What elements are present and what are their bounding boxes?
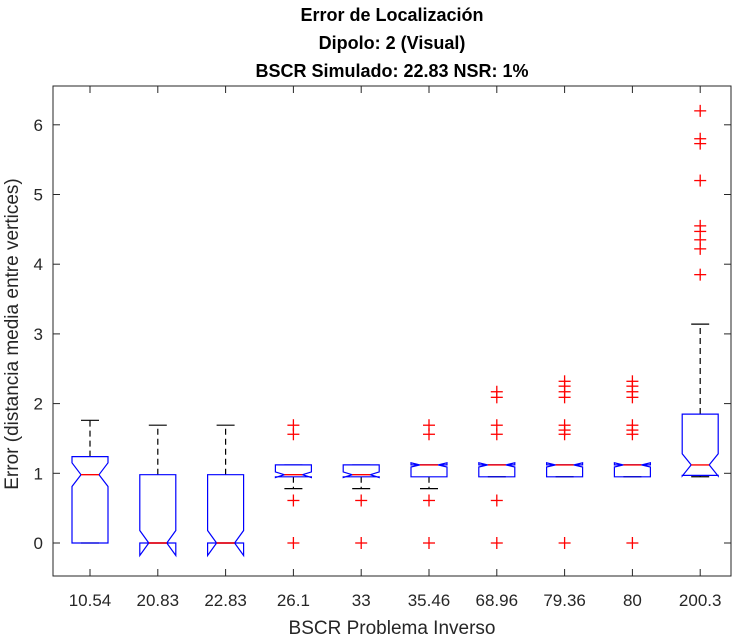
plot-frame — [52, 85, 732, 577]
x-axis-label: BSCR Problema Inverso — [289, 618, 496, 639]
outlier-marker — [694, 219, 707, 232]
outlier-marker — [423, 537, 435, 549]
notched-box — [139, 474, 177, 558]
outlier-marker — [287, 419, 300, 432]
outlier-marker — [694, 174, 707, 187]
x-tick-label: 68.96 — [476, 591, 519, 610]
x-tick-label: 20.83 — [137, 591, 180, 610]
outlier-marker — [287, 537, 300, 549]
outlier-marker — [287, 494, 300, 507]
notched-box — [410, 462, 448, 478]
notched-box — [613, 462, 652, 478]
y-tick-label: 0 — [34, 534, 43, 553]
outlier-marker — [490, 385, 503, 398]
chart-title-line-2: Dipolo: 2 (Visual) — [319, 33, 466, 53]
notched-box — [681, 413, 719, 478]
chart-title-line-1: Error de Localización — [300, 5, 483, 25]
notched-box — [478, 462, 516, 478]
notched-box — [545, 462, 584, 478]
x-tick-label: 10.54 — [69, 591, 112, 610]
y-axis-label: Error (distancia media entre vertices) — [2, 178, 23, 490]
outlier-marker — [423, 419, 435, 432]
x-tick-label: 33 — [352, 591, 371, 610]
x-tick-label: 22.83 — [204, 591, 247, 610]
x-tick-label: 79.36 — [543, 591, 586, 610]
outlier-marker — [558, 419, 571, 432]
outlier-marker — [558, 375, 571, 388]
outlier-marker — [490, 494, 503, 507]
y-tick-label: 5 — [34, 186, 43, 205]
y-tick-label: 6 — [34, 116, 43, 135]
y-tick-label: 3 — [34, 325, 43, 344]
notched-box — [274, 464, 312, 479]
outlier-marker — [355, 537, 368, 549]
outlier-marker — [490, 537, 503, 549]
x-tick-label: 35.46 — [408, 591, 451, 610]
y-tick-label: 4 — [34, 255, 43, 274]
notched-box — [207, 474, 245, 558]
x-tick-label: 26.1 — [277, 591, 310, 610]
outlier-marker — [558, 537, 571, 549]
outlier-marker — [694, 132, 707, 145]
notched-box — [342, 464, 380, 479]
notched-box — [71, 456, 109, 544]
outlier-marker — [626, 537, 639, 549]
x-tick-label: 200.3 — [679, 591, 722, 610]
outlier-marker — [626, 375, 639, 388]
x-tick-label: 80 — [623, 591, 642, 610]
outlier-marker — [694, 104, 707, 117]
outlier-marker — [626, 419, 639, 432]
y-tick-label: 2 — [34, 395, 43, 414]
outlier-marker — [490, 419, 503, 432]
outlier-marker — [355, 494, 368, 507]
outlier-marker — [694, 268, 707, 281]
chart-title-line-3: BSCR Simulado: 22.83 NSR: 1% — [255, 61, 528, 81]
outlier-marker — [423, 494, 435, 507]
y-tick-label: 1 — [34, 464, 43, 483]
plot-area: 0 1 2 3 4 5 6 10.54 20.83 22.83 26.1 33 35.46 68.96 79… — [34, 85, 732, 610]
